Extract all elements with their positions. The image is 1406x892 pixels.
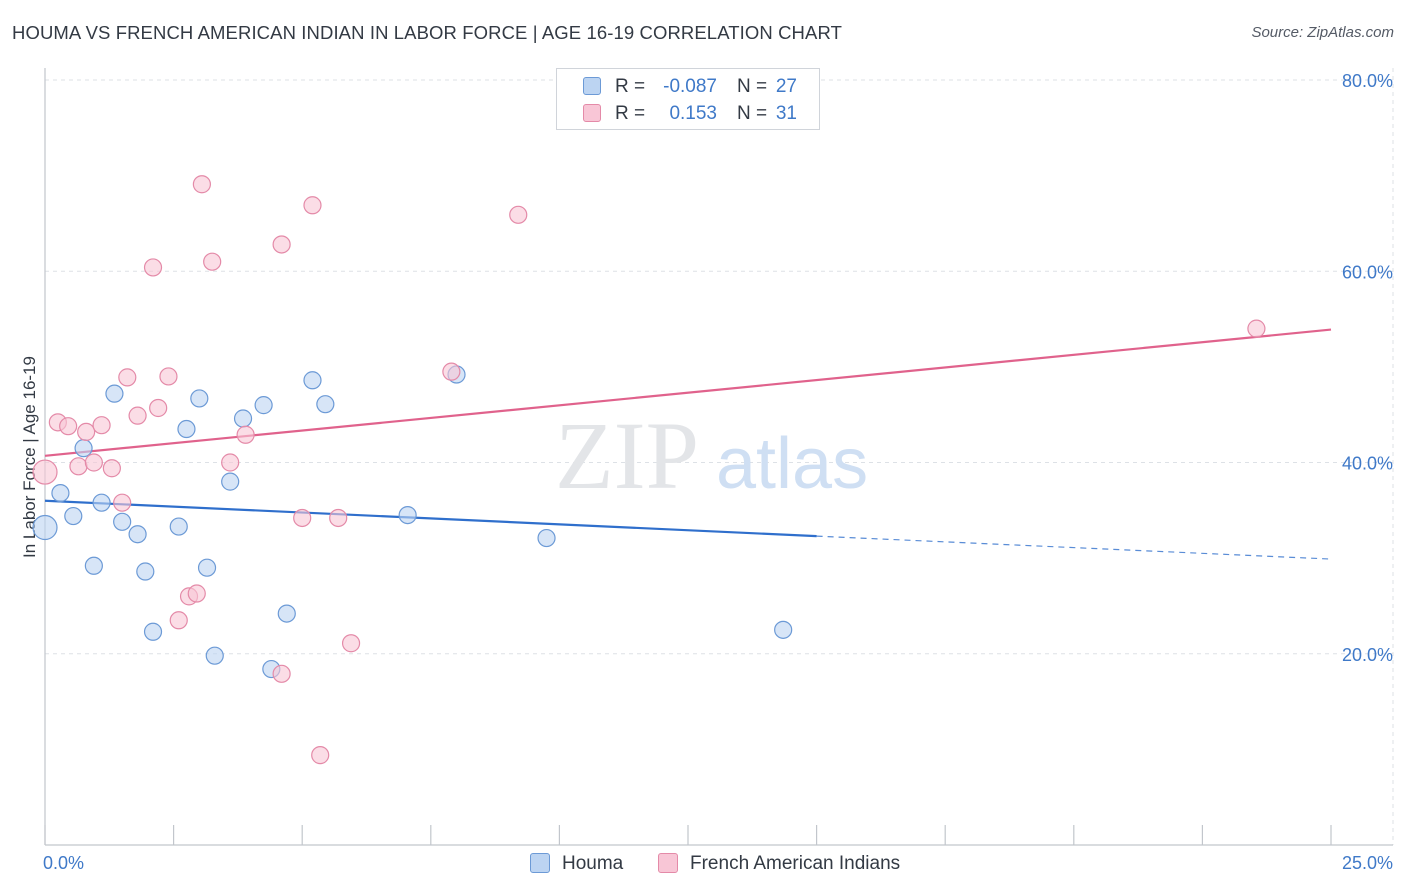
houma-point bbox=[398, 505, 417, 525]
french-point bbox=[341, 634, 361, 653]
french-point bbox=[169, 611, 188, 630]
y-tick-label: 60.0% bbox=[1342, 262, 1393, 282]
french-swatch-icon bbox=[583, 104, 601, 122]
n-value: 31 bbox=[775, 103, 797, 124]
houma-point bbox=[205, 646, 224, 665]
houma-point bbox=[277, 604, 296, 623]
houma-point bbox=[221, 472, 240, 491]
n-label: N = bbox=[737, 103, 768, 124]
houma-swatch-icon bbox=[583, 77, 601, 95]
french-point bbox=[113, 493, 132, 512]
french-point bbox=[303, 196, 322, 215]
french-point bbox=[143, 258, 163, 277]
french-point bbox=[159, 367, 178, 386]
houma-point bbox=[105, 384, 124, 403]
french-point bbox=[1247, 319, 1266, 338]
stats-legend-row-french: R = 0.153 N = 31 bbox=[557, 100, 819, 128]
houma-point bbox=[177, 419, 196, 439]
french-trend-line bbox=[44, 328, 1332, 457]
y-tick-label: 20.0% bbox=[1342, 645, 1393, 665]
french-point bbox=[272, 664, 291, 683]
legend-label: French American Indians bbox=[690, 853, 901, 874]
r-value: -0.087 bbox=[663, 76, 717, 97]
french-swatch-icon bbox=[658, 853, 678, 873]
french-point bbox=[92, 416, 111, 435]
points-layer bbox=[32, 175, 1266, 765]
french-point bbox=[192, 175, 211, 194]
y-tick-label: 80.0% bbox=[1342, 71, 1393, 91]
watermark-atlas: atlas bbox=[716, 424, 868, 504]
houma-point bbox=[303, 371, 322, 390]
french-point bbox=[102, 459, 121, 478]
french-point bbox=[187, 584, 206, 603]
houma-point bbox=[197, 558, 217, 577]
n-value: 27 bbox=[775, 76, 797, 97]
houma-point bbox=[143, 622, 163, 641]
source-credit: Source: ZipAtlas.com bbox=[1251, 24, 1394, 41]
houma-point bbox=[774, 620, 793, 639]
french-point bbox=[84, 453, 103, 472]
french-point bbox=[236, 425, 255, 444]
watermark: ZIP atlas bbox=[555, 402, 868, 509]
french-point bbox=[329, 508, 348, 528]
stats-legend: R = -0.087 N = 27 R = 0.153 N = 31 bbox=[556, 68, 820, 130]
french-point bbox=[272, 235, 291, 254]
houma-swatch-icon bbox=[530, 853, 550, 873]
houma-point bbox=[74, 439, 93, 458]
series-legend: Houma French American Indians bbox=[0, 852, 1406, 878]
houma-point bbox=[537, 528, 556, 548]
french-point bbox=[442, 362, 461, 381]
french-point bbox=[203, 252, 222, 271]
houma-point bbox=[64, 506, 83, 526]
french-point bbox=[221, 453, 240, 472]
houma-point bbox=[51, 484, 70, 503]
r-label: R = bbox=[615, 76, 646, 97]
houma-point bbox=[254, 396, 273, 415]
y-tick-label: 40.0% bbox=[1342, 454, 1393, 474]
x-tick-label: 25.0% bbox=[1342, 853, 1393, 873]
axis-layer bbox=[44, 68, 1393, 846]
n-label: N = bbox=[737, 76, 768, 97]
french-point bbox=[69, 457, 88, 476]
trend-layer bbox=[44, 328, 1332, 560]
french-point bbox=[118, 368, 137, 387]
r-value: 0.153 bbox=[669, 103, 717, 124]
chart-title: HOUMA VS FRENCH AMERICAN INDIAN IN LABOR… bbox=[12, 22, 842, 43]
houma-trend-extension bbox=[816, 535, 1332, 560]
stats-legend-row-houma: R = -0.087 N = 27 bbox=[557, 73, 819, 101]
legend-label: Houma bbox=[562, 853, 624, 874]
houma-point bbox=[136, 562, 155, 581]
french-point bbox=[77, 422, 96, 441]
french-point bbox=[128, 406, 147, 425]
watermark-zip: ZIP bbox=[555, 402, 699, 509]
french-point bbox=[149, 398, 168, 418]
houma-point bbox=[316, 395, 335, 414]
x-tick-label: 0.0% bbox=[43, 853, 84, 873]
tick-label-layer: 20.0% 40.0% 60.0% 80.0% 0.0% 25.0% bbox=[43, 71, 1393, 873]
houma-trend-line bbox=[44, 499, 817, 538]
houma-point bbox=[84, 556, 103, 575]
houma-point bbox=[113, 512, 132, 531]
french-point bbox=[311, 746, 330, 765]
french-point bbox=[293, 508, 312, 528]
french-point bbox=[59, 417, 78, 436]
houma-point bbox=[169, 517, 188, 536]
houma-point bbox=[233, 409, 253, 428]
french-point bbox=[32, 459, 58, 485]
houma-point bbox=[190, 389, 209, 408]
houma-point bbox=[32, 514, 58, 541]
grid-layer bbox=[45, 68, 1394, 845]
r-label: R = bbox=[615, 103, 646, 124]
houma-point bbox=[128, 525, 147, 544]
houma-point bbox=[92, 493, 111, 512]
french-point bbox=[509, 205, 528, 224]
